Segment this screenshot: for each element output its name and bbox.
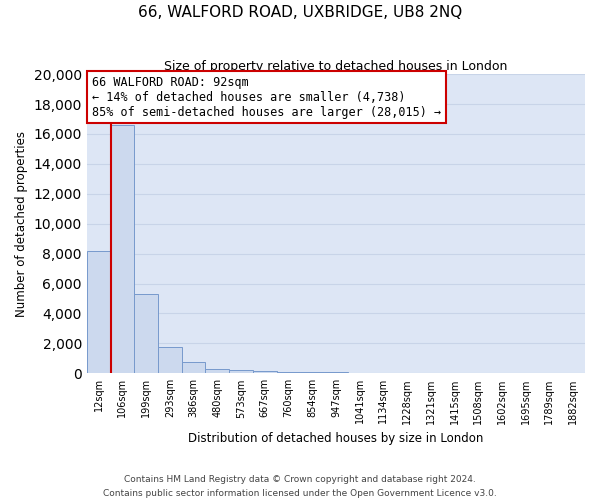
Bar bbox=[277, 372, 301, 374]
Bar bbox=[87, 250, 110, 374]
Text: 66, WALFORD ROAD, UXBRIDGE, UB8 2NQ: 66, WALFORD ROAD, UXBRIDGE, UB8 2NQ bbox=[138, 5, 462, 20]
Bar bbox=[110, 125, 134, 374]
Y-axis label: Number of detached properties: Number of detached properties bbox=[15, 130, 28, 316]
Bar bbox=[205, 369, 229, 374]
Bar bbox=[158, 347, 182, 374]
Text: Contains HM Land Registry data © Crown copyright and database right 2024.
Contai: Contains HM Land Registry data © Crown c… bbox=[103, 476, 497, 498]
Bar bbox=[324, 372, 348, 374]
X-axis label: Distribution of detached houses by size in London: Distribution of detached houses by size … bbox=[188, 432, 484, 445]
Bar bbox=[182, 362, 205, 374]
Bar bbox=[134, 294, 158, 374]
Bar bbox=[229, 370, 253, 374]
Text: 66 WALFORD ROAD: 92sqm
← 14% of detached houses are smaller (4,738)
85% of semi-: 66 WALFORD ROAD: 92sqm ← 14% of detached… bbox=[92, 76, 441, 118]
Bar bbox=[253, 371, 277, 374]
Title: Size of property relative to detached houses in London: Size of property relative to detached ho… bbox=[164, 60, 508, 73]
Bar bbox=[301, 372, 324, 374]
